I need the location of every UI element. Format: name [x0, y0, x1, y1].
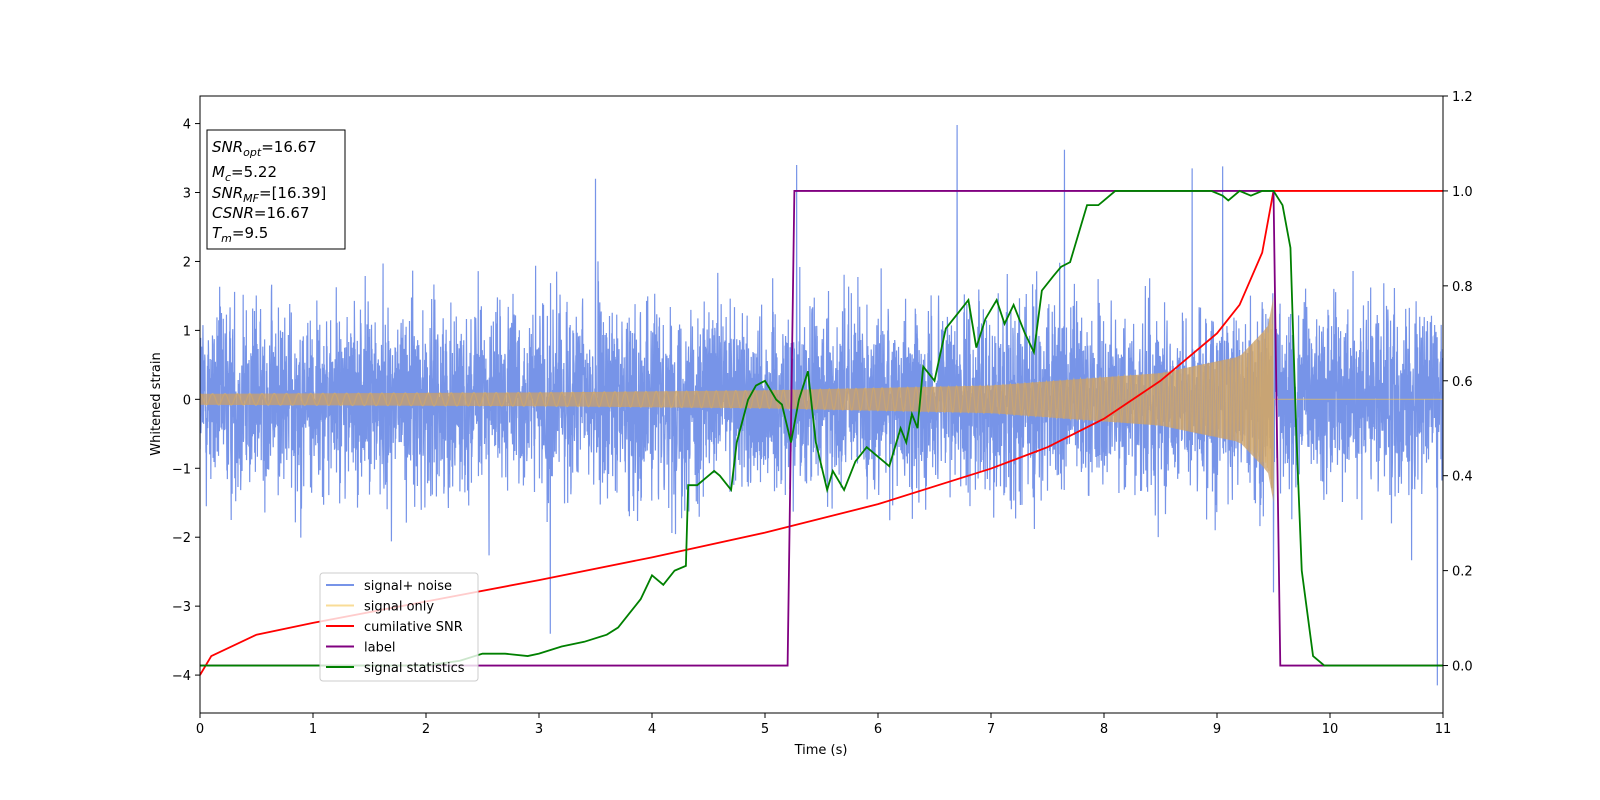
- y-axis-right: 0.0 0.2 0.4 0.6 0.8 1.0 1.2: [1443, 90, 1473, 675]
- y-tick-label: 1: [183, 324, 191, 339]
- y2-tick-label: 0.0: [1452, 660, 1473, 675]
- info-line-mc: Mc=5.22: [212, 163, 277, 184]
- info-line-snrmf: SNRMF=[16.39]: [212, 184, 326, 205]
- info-line-tm: Tm=9.5: [212, 224, 268, 245]
- x-tick-label: 8: [1100, 722, 1108, 737]
- y2-tick-label: 0.8: [1452, 280, 1473, 295]
- y-tick-label: 0: [183, 393, 191, 408]
- x-tick-label: 5: [761, 722, 769, 737]
- x-tick-label: 0: [196, 722, 204, 737]
- info-box: SNRopt=16.67 Mc=5.22SNRMF=[16.39]CSNR=16.…: [206, 129, 346, 250]
- x-tick-label: 10: [1322, 722, 1339, 737]
- info-line-snropt: SNRopt=16.67: [212, 138, 317, 159]
- y-tick-label: 4: [183, 118, 191, 133]
- series-line-signal-statistics: [200, 189, 1443, 667]
- plot-frame: [199, 95, 1444, 714]
- y-tick-label: −1: [172, 462, 191, 477]
- y-axis-label: Whitened strain: [149, 352, 164, 455]
- y2-tick-label: 0.2: [1452, 565, 1473, 580]
- series-line-cumilative-snr: [200, 190, 1443, 676]
- y-tick-label: −2: [172, 531, 191, 546]
- info-line-csnr: CSNR=16.67: [212, 204, 309, 222]
- series-envelope-signal-only: [200, 295, 1274, 503]
- x-tick-label: 6: [874, 722, 882, 737]
- x-tick-label: 1: [309, 722, 317, 737]
- y-tick-label: −3: [172, 600, 191, 615]
- y-tick-label: −4: [172, 669, 191, 684]
- x-tick-label: 11: [1435, 722, 1452, 737]
- y-tick-label: 2: [183, 255, 191, 270]
- y-axis-left: −4 −3 −2 −1 0 1 2 3 4: [172, 118, 200, 684]
- y2-tick-label: 1.2: [1452, 90, 1473, 105]
- legend-frame: [319, 572, 479, 682]
- x-tick-label: 4: [648, 722, 656, 737]
- x-tick-label: 3: [535, 722, 543, 737]
- x-axis: 0 1 2 3 4 5 6 7 8 9 10 11: [196, 713, 1451, 737]
- info-box-frame: [206, 129, 346, 250]
- legend-label-signal-noise: signal+ noise: [364, 579, 452, 594]
- x-tick-label: 7: [987, 722, 995, 737]
- legend-label-label: label: [364, 641, 395, 656]
- series-line-label: [200, 190, 1443, 667]
- y-tick-label: 3: [183, 187, 191, 202]
- legend-label-signal-statistics: signal statistics: [364, 661, 465, 676]
- y2-tick-label: 1.0: [1452, 185, 1473, 200]
- y2-tick-label: 0.4: [1452, 470, 1473, 485]
- x-tick-label: 2: [422, 722, 430, 737]
- legend: signal+ noise signal only cumilative SNR la…: [319, 572, 479, 682]
- legend-label-signal-only: signal only: [364, 600, 434, 615]
- y2-tick-label: 0.6: [1452, 375, 1473, 390]
- legend-label-cumilative-snr: cumilative SNR: [364, 620, 463, 635]
- x-axis-label: Time (s): [794, 743, 848, 758]
- x-tick-label: 9: [1213, 722, 1221, 737]
- plot-series-area: [200, 124, 1443, 686]
